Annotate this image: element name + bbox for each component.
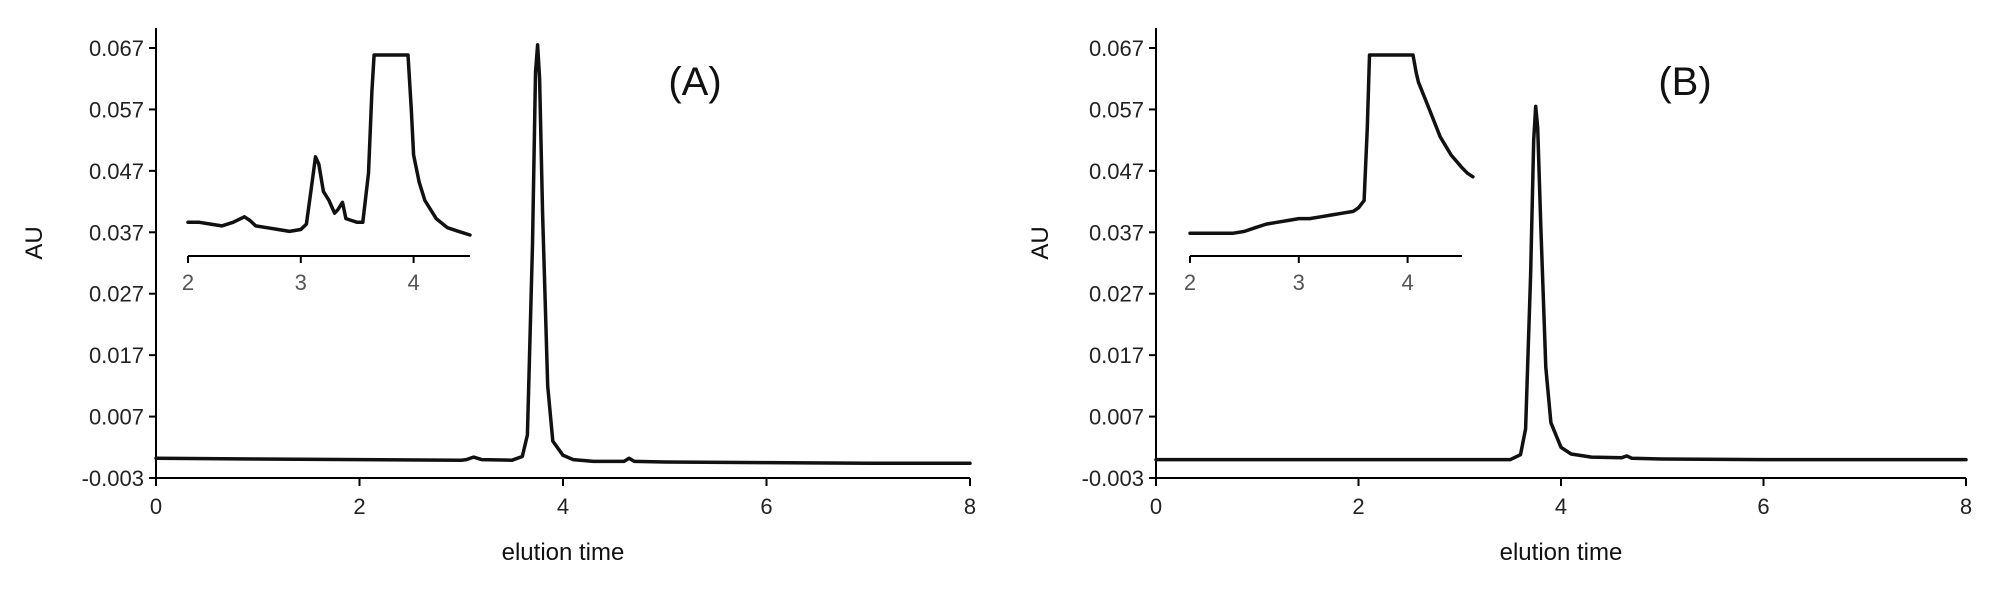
x-tick-label: 6: [760, 494, 772, 519]
panel-label: (B): [1658, 60, 1711, 104]
y-tick-label: 0.067: [89, 36, 144, 61]
x-tick-label: 2: [1352, 494, 1364, 519]
x-tick-label: 8: [1960, 494, 1972, 519]
panel-label: (A): [668, 60, 721, 104]
inset-x-tick-label: 3: [1293, 270, 1305, 295]
inset-chart: 2 3 4: [182, 53, 472, 295]
y-tick-label: 0.007: [1089, 405, 1144, 430]
y-tick-label: 0.027: [89, 282, 144, 307]
y-tick-label: -0.003: [1082, 466, 1144, 491]
y-axis-title: AU: [1027, 226, 1054, 259]
x-tick-label: 4: [1555, 494, 1567, 519]
inset-chart: 2 3 4: [1184, 53, 1475, 295]
y-tick-label: 0.027: [1089, 282, 1144, 307]
chart-panel-a: -0.003 0.007 0.017 0.027 0.037 0.047 0.057 0.06…: [21, 28, 976, 566]
y-tick-label: 0.017: [1089, 343, 1144, 368]
x-axis-title: elution time: [502, 539, 625, 566]
y-tick-label: 0.007: [89, 405, 144, 430]
x-tick-label: 8: [964, 494, 976, 519]
y-tick-label: 0.047: [89, 159, 144, 184]
inset-x-tick-label: 3: [295, 270, 307, 295]
x-tick-label: 6: [1757, 494, 1769, 519]
x-tick-label: 2: [353, 494, 365, 519]
inset-x-tick-label: 4: [407, 270, 419, 295]
y-axis-title: AU: [21, 226, 48, 259]
x-tick-label: 0: [1150, 494, 1162, 519]
series-line: [1154, 104, 1968, 462]
y-tick-label: 0.037: [1089, 220, 1144, 245]
y-tick-label: 0.057: [89, 97, 144, 122]
inset-x-tick-label: 2: [1184, 270, 1196, 295]
inset-series-line: [1188, 53, 1475, 235]
y-tick-label: -0.003: [82, 466, 144, 491]
y-tick-label: 0.057: [1089, 97, 1144, 122]
inset-x-tick-label: 2: [182, 270, 194, 295]
series-line: [154, 43, 972, 466]
chart-panel-b: -0.003 0.007 0.017 0.027 0.037 0.047 0.057 0.06…: [1027, 28, 1972, 566]
y-tick-label: 0.067: [1089, 36, 1144, 61]
x-tick-label: 4: [557, 494, 569, 519]
y-tick-label: 0.017: [89, 343, 144, 368]
x-tick-label: 0: [150, 494, 162, 519]
y-tick-label: 0.047: [1089, 159, 1144, 184]
y-tick-label: 0.037: [89, 220, 144, 245]
inset-series-line: [186, 53, 472, 237]
x-axis-title: elution time: [1500, 539, 1623, 566]
inset-x-tick-label: 4: [1401, 270, 1413, 295]
